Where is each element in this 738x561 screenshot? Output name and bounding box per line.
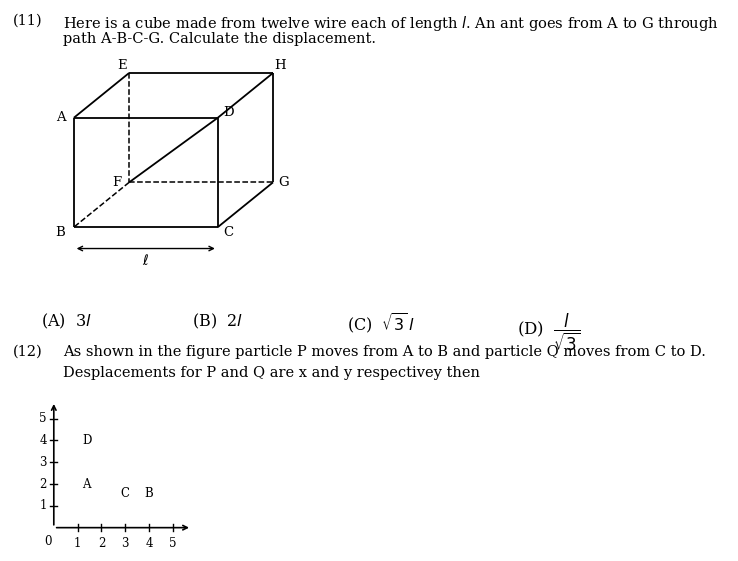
Text: (D)  $\dfrac{l}{\sqrt{3}}$: (D) $\dfrac{l}{\sqrt{3}}$ <box>517 311 580 353</box>
Text: H: H <box>274 59 286 72</box>
Text: 3: 3 <box>122 537 129 550</box>
Text: $\ell$: $\ell$ <box>142 253 149 268</box>
Text: path A-B-C-G. Calculate the displacement.: path A-B-C-G. Calculate the displacement… <box>63 32 376 46</box>
Text: As shown in the figure particle P moves from A to B and particle Q moves from C : As shown in the figure particle P moves … <box>63 345 706 359</box>
Text: D: D <box>82 434 92 447</box>
Text: G: G <box>278 176 289 189</box>
Text: 1: 1 <box>74 537 81 550</box>
Text: C: C <box>121 488 130 500</box>
Text: (B)  2$l$: (B) 2$l$ <box>192 311 243 330</box>
Text: Desplacements for P and Q are x and y respectivey then: Desplacements for P and Q are x and y re… <box>63 366 480 380</box>
Text: B: B <box>145 488 154 500</box>
Text: 4: 4 <box>39 434 46 447</box>
Text: (12): (12) <box>13 345 43 359</box>
Text: 3: 3 <box>39 456 46 468</box>
Text: 2: 2 <box>97 537 105 550</box>
Text: 5: 5 <box>39 412 46 425</box>
Text: (C)  $\sqrt{3}\,l$: (C) $\sqrt{3}\,l$ <box>347 311 415 335</box>
Text: E: E <box>117 59 128 72</box>
Text: 1: 1 <box>39 499 46 512</box>
Text: F: F <box>113 176 122 189</box>
Text: (A)  3$l$: (A) 3$l$ <box>41 311 92 330</box>
Text: A: A <box>82 477 90 490</box>
Text: C: C <box>224 226 233 240</box>
Text: D: D <box>223 105 234 119</box>
Text: A: A <box>55 111 66 125</box>
Text: (11): (11) <box>13 14 43 28</box>
Text: 2: 2 <box>39 477 46 490</box>
Text: Here is a cube made from twelve wire each of length $l$. An ant goes from A to G: Here is a cube made from twelve wire eac… <box>63 14 718 33</box>
Text: 5: 5 <box>169 537 176 550</box>
Text: B: B <box>55 226 66 240</box>
Text: 0: 0 <box>44 535 52 548</box>
Text: 4: 4 <box>145 537 153 550</box>
